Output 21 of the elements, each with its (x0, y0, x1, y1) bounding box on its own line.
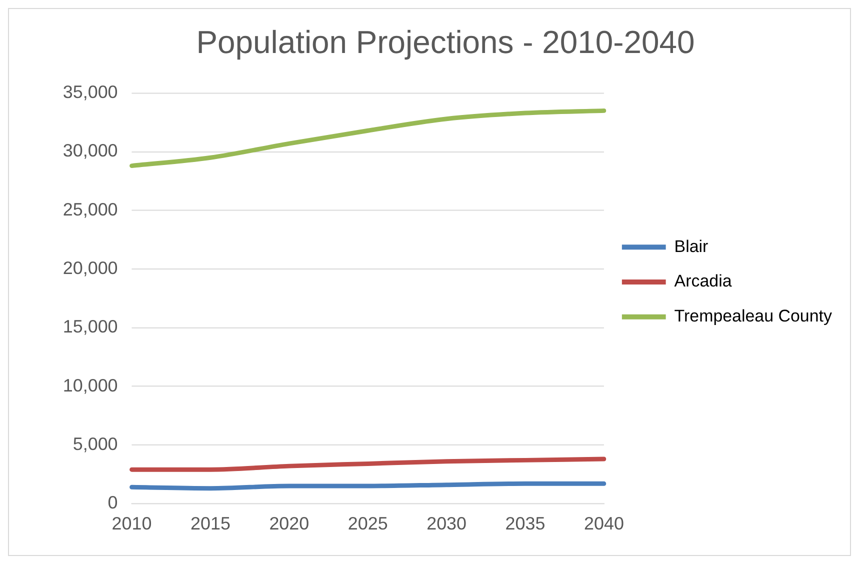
y-tick-label: 35,000 (62, 82, 118, 102)
legend-label: Blair (674, 236, 709, 256)
legend-label: Trempealeau County (674, 306, 832, 326)
x-tick-label: 2025 (348, 513, 388, 534)
legend-label: Arcadia (674, 272, 732, 291)
x-tick-label: 2030 (426, 513, 467, 534)
chart-title: Population Projections - 2010-2040 (196, 24, 695, 60)
line-series (130, 456, 606, 472)
y-tick-label: 5,000 (72, 434, 118, 454)
y-tick-label: 10,000 (62, 375, 118, 396)
y-tick-label: 30,000 (62, 140, 118, 161)
line-series (130, 108, 606, 168)
x-tick-label: 2020 (269, 513, 310, 534)
y-tick-label: 15,000 (62, 316, 118, 337)
x-tick-label: 2015 (190, 513, 230, 534)
y-tick-label: 0 (108, 492, 118, 513)
x-tick-label: 2040 (584, 513, 624, 534)
y-tick-label: 25,000 (62, 199, 118, 220)
y-tick-label: 20,000 (62, 258, 118, 278)
x-tick-label: 2035 (505, 513, 546, 534)
x-tick-label: 2010 (112, 513, 152, 534)
